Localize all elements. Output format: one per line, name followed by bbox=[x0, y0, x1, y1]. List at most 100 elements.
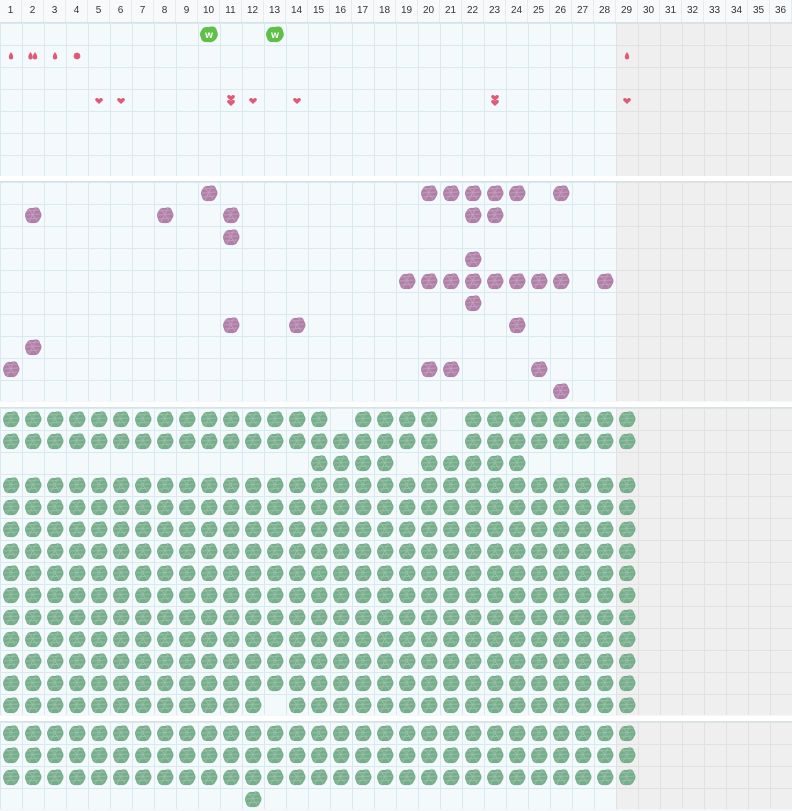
green-tile[interactable] bbox=[574, 476, 592, 494]
green-tile[interactable] bbox=[200, 586, 218, 604]
green-tile[interactable] bbox=[46, 696, 64, 714]
green-tile[interactable] bbox=[90, 564, 108, 582]
green-tile[interactable] bbox=[244, 410, 262, 428]
green-tile[interactable] bbox=[486, 746, 504, 764]
green-tile[interactable] bbox=[530, 586, 548, 604]
green-tile[interactable] bbox=[310, 746, 328, 764]
green-tile[interactable] bbox=[2, 498, 20, 516]
purple-tile[interactable] bbox=[552, 382, 570, 400]
purple-tile[interactable] bbox=[530, 360, 548, 378]
green-tile[interactable] bbox=[2, 586, 20, 604]
green-tile[interactable] bbox=[508, 476, 526, 494]
green-tile[interactable] bbox=[288, 476, 306, 494]
green-tile[interactable] bbox=[68, 746, 86, 764]
green-tile[interactable] bbox=[200, 476, 218, 494]
green-tile[interactable] bbox=[134, 652, 152, 670]
green-tile[interactable] bbox=[530, 432, 548, 450]
green-tile[interactable] bbox=[508, 630, 526, 648]
green-tile[interactable] bbox=[552, 542, 570, 560]
green-tile[interactable] bbox=[464, 608, 482, 626]
green-tile[interactable] bbox=[530, 564, 548, 582]
green-tile[interactable] bbox=[24, 410, 42, 428]
green-tile[interactable] bbox=[420, 410, 438, 428]
green-tile[interactable] bbox=[508, 746, 526, 764]
green-tile[interactable] bbox=[420, 476, 438, 494]
green-tile[interactable] bbox=[156, 542, 174, 560]
green-tile[interactable] bbox=[442, 674, 460, 692]
green-tile[interactable] bbox=[618, 432, 636, 450]
green-tile[interactable] bbox=[134, 724, 152, 742]
green-tile[interactable] bbox=[574, 768, 592, 786]
green-tile[interactable] bbox=[200, 696, 218, 714]
green-tile[interactable] bbox=[90, 768, 108, 786]
green-tile[interactable] bbox=[288, 608, 306, 626]
green-tile[interactable] bbox=[618, 520, 636, 538]
green-tile[interactable] bbox=[178, 564, 196, 582]
green-tile[interactable] bbox=[464, 498, 482, 516]
green-tile[interactable] bbox=[156, 608, 174, 626]
green-tile[interactable] bbox=[156, 498, 174, 516]
green-tile[interactable] bbox=[464, 586, 482, 604]
green-tile[interactable] bbox=[134, 564, 152, 582]
green-tile[interactable] bbox=[354, 454, 372, 472]
green-tile[interactable] bbox=[420, 586, 438, 604]
green-tile[interactable] bbox=[618, 746, 636, 764]
green-tile[interactable] bbox=[464, 768, 482, 786]
green-tile[interactable] bbox=[332, 498, 350, 516]
green-tile[interactable] bbox=[596, 652, 614, 670]
green-tile[interactable] bbox=[420, 724, 438, 742]
green-tile[interactable] bbox=[46, 542, 64, 560]
green-tile[interactable] bbox=[46, 724, 64, 742]
green-tile[interactable] bbox=[618, 630, 636, 648]
purple-tile[interactable] bbox=[420, 360, 438, 378]
green-tile[interactable] bbox=[178, 674, 196, 692]
green-tile[interactable] bbox=[266, 542, 284, 560]
green-tile[interactable] bbox=[222, 520, 240, 538]
green-tile[interactable] bbox=[68, 630, 86, 648]
green-tile[interactable] bbox=[68, 674, 86, 692]
green-tile[interactable] bbox=[376, 520, 394, 538]
green-tile[interactable] bbox=[222, 746, 240, 764]
green-tile[interactable] bbox=[552, 652, 570, 670]
green-tile[interactable] bbox=[596, 768, 614, 786]
green-tile[interactable] bbox=[376, 410, 394, 428]
green-tile[interactable] bbox=[288, 586, 306, 604]
green-tile[interactable] bbox=[24, 768, 42, 786]
green-tile[interactable] bbox=[442, 454, 460, 472]
green-tile[interactable] bbox=[222, 586, 240, 604]
green-tile[interactable] bbox=[244, 630, 262, 648]
green-tile[interactable] bbox=[332, 768, 350, 786]
green-tile[interactable] bbox=[442, 696, 460, 714]
green-tile[interactable] bbox=[354, 410, 372, 428]
purple-tile[interactable] bbox=[420, 184, 438, 202]
green-tile[interactable] bbox=[530, 410, 548, 428]
green-tile[interactable] bbox=[310, 476, 328, 494]
green-tile[interactable] bbox=[156, 674, 174, 692]
green-tile[interactable] bbox=[398, 746, 416, 764]
green-tile[interactable] bbox=[552, 520, 570, 538]
green-tile[interactable] bbox=[112, 564, 130, 582]
green-tile[interactable] bbox=[156, 410, 174, 428]
green-tile[interactable] bbox=[222, 410, 240, 428]
green-tile[interactable] bbox=[178, 542, 196, 560]
green-tile[interactable] bbox=[596, 410, 614, 428]
green-tile[interactable] bbox=[46, 608, 64, 626]
green-tile[interactable] bbox=[574, 520, 592, 538]
green-tile[interactable] bbox=[200, 520, 218, 538]
green-tile[interactable] bbox=[618, 768, 636, 786]
green-tile[interactable] bbox=[222, 608, 240, 626]
green-tile[interactable] bbox=[398, 410, 416, 428]
green-tile[interactable] bbox=[354, 608, 372, 626]
green-tile[interactable] bbox=[552, 724, 570, 742]
green-tile[interactable] bbox=[2, 630, 20, 648]
green-tile[interactable] bbox=[90, 746, 108, 764]
green-tile[interactable] bbox=[310, 520, 328, 538]
green-tile[interactable] bbox=[178, 586, 196, 604]
green-tile[interactable] bbox=[464, 564, 482, 582]
green-tile[interactable] bbox=[332, 630, 350, 648]
green-tile[interactable] bbox=[310, 410, 328, 428]
green-tile[interactable] bbox=[134, 696, 152, 714]
purple-tile[interactable] bbox=[420, 272, 438, 290]
green-tile[interactable] bbox=[354, 476, 372, 494]
purple-tile[interactable] bbox=[288, 316, 306, 334]
